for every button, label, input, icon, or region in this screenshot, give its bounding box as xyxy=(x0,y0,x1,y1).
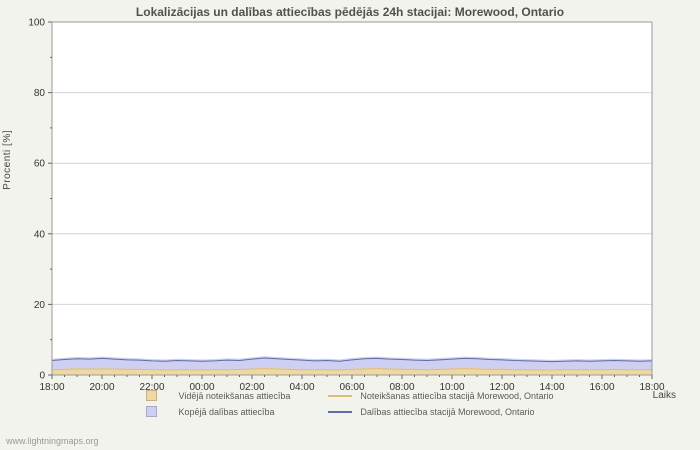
svg-text:00:00: 00:00 xyxy=(189,382,214,393)
svg-text:12:00: 12:00 xyxy=(489,382,514,393)
svg-text:14:00: 14:00 xyxy=(539,382,564,393)
svg-text:04:00: 04:00 xyxy=(289,382,314,393)
legend-item-avg-detection: Vidējā noteikšanas attiecība xyxy=(146,390,290,401)
svg-text:02:00: 02:00 xyxy=(239,382,264,393)
watermark-link[interactable]: www.lightningmaps.org xyxy=(6,436,99,446)
station-detection-line-icon xyxy=(328,394,353,397)
legend-label: Dalības attiecība stacijā Morewood, Onta… xyxy=(360,406,535,417)
chart-title: Lokalizācijas un dalības attiecības pēdē… xyxy=(135,5,565,19)
svg-text:18:00: 18:00 xyxy=(39,382,64,393)
chart-legend: Vidējā noteikšanas attiecība Noteikšanas… xyxy=(0,390,700,417)
legend-item-station-detection: Noteikšanas attiecība stacijā Morewood, … xyxy=(328,390,554,401)
svg-text:20: 20 xyxy=(34,300,46,311)
x-axis-label: Laiks xyxy=(652,390,676,401)
total-participation-swatch-icon xyxy=(146,406,158,417)
svg-text:08:00: 08:00 xyxy=(389,382,414,393)
svg-text:18:00: 18:00 xyxy=(639,382,664,393)
svg-text:80: 80 xyxy=(34,88,46,99)
legend-label: Vidējā noteikšanas attiecība xyxy=(178,390,291,401)
legend-grid: Vidējā noteikšanas attiecība Noteikšanas… xyxy=(146,390,554,417)
legend-item-total-participation: Kopējā dalības attiecība xyxy=(146,406,290,417)
svg-text:06:00: 06:00 xyxy=(339,382,364,393)
y-axis-label: Procenti [%] xyxy=(2,130,13,190)
legend-item-station-participation: Dalības attiecība stacijā Morewood, Onta… xyxy=(328,406,553,417)
svg-text:20:00: 20:00 xyxy=(89,382,114,393)
svg-text:22:00: 22:00 xyxy=(139,382,164,393)
svg-text:16:00: 16:00 xyxy=(589,382,614,393)
legend-label: Noteikšanas attiecība stacijā Morewood, … xyxy=(360,390,554,401)
svg-text:0: 0 xyxy=(39,371,45,382)
station-participation-line-icon xyxy=(328,410,353,413)
legend-label: Kopējā dalības attiecība xyxy=(178,406,275,417)
svg-text:40: 40 xyxy=(34,229,46,240)
svg-text:10:00: 10:00 xyxy=(439,382,464,393)
svg-text:100: 100 xyxy=(28,18,45,29)
avg-detection-swatch-icon xyxy=(146,390,158,401)
svg-text:60: 60 xyxy=(34,159,46,170)
